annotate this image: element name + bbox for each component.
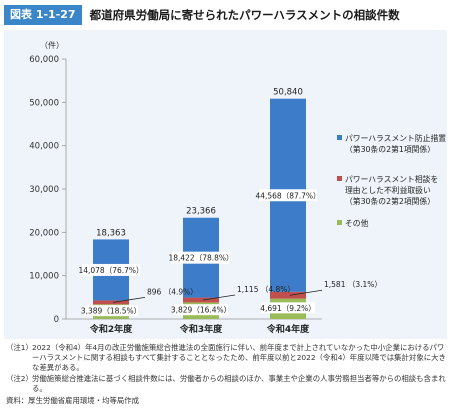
leader-line [112,296,146,303]
y-tick-label: 50,000 [29,98,59,108]
figure-label: 図表 1-1-27 [4,5,82,25]
data-label: 1,581 （3.1%） [324,280,382,289]
legend-label: パワーハラスメント防止措置 [345,133,446,143]
data-label-box [82,263,140,276]
data-label-box [259,189,317,202]
y-tick-label: 0 [54,315,59,325]
data-label-box [172,251,230,264]
data-label: 18,422（78.8%） [168,254,233,263]
data-label: 4,691（9.2%） [260,304,316,313]
leader-line [289,289,323,296]
note-tag: （注1） [6,343,33,352]
legend-label: （第30条の2第1項関係） [345,144,435,154]
source-line: 資料：厚生労働省雇用環境・均等局作成 [6,396,140,406]
legend-label: パワーハラスメント相談を [345,174,438,184]
stacked-bar-chart: （件） 0 10,000 20,000 30,000 40,000 50,000 60,000… [29,40,446,335]
legend-label: （第30条の2第2項関係） [345,196,435,206]
data-label-box [84,305,138,317]
y-tick-label: 60,000 [29,55,59,65]
y-tick-label: 40,000 [29,142,59,152]
y-axis-unit: （件） [40,40,64,50]
data-label: 3,829（16.4%） [171,306,231,315]
y-tick-label: 10,000 [29,272,59,282]
figure-title: 都道府県労働局に寄せられたパワーハラスメントの相談件数 [89,8,400,22]
notes: （注1） 2022（令和4）年4月の改正労働施策総合推進法の全面施行に伴い、前年… [6,343,446,406]
x-category-label: 令和3年度 [179,323,223,335]
data-label-box [261,302,315,314]
bar-total-label: 18,363 [96,228,126,238]
note-text: 2022（令和4）年4月の改正労働施策総合推進法の全面施行に伴い、前年度まで計上… [32,343,446,373]
legend-swatch [337,220,342,225]
note-1: （注1） 2022（令和4）年4月の改正労働施策総合推進法の全面施行に伴い、前年… [6,343,446,374]
bar-total-label: 50,840 [273,88,303,98]
data-label: 896 （4.9%） [147,287,198,296]
bar-segment [270,291,306,299]
bar-segment [183,297,219,303]
data-label: 44,568（87.7%） [255,191,320,200]
data-label: 14,078（76.7%） [78,266,143,275]
legend-label: 理由とした不利益取扱い [345,185,431,195]
figure-header: 図表 1-1-27 都道府県労働局に寄せられたパワーハラスメントの相談件数 [4,4,447,26]
y-tick-label: 30,000 [29,185,59,195]
legend-swatch [337,135,342,140]
x-category-label: 令和2年度 [89,323,133,335]
note-2: （注2） 労働施策総合推進法に基づく相談件数には、労働者からの相談のほか、事業主… [6,374,446,394]
chart-panel: （件） 0 10,000 20,000 30,000 40,000 50,000 60,000… [4,30,447,339]
leader-line [202,294,236,301]
note-tag: （注2） [6,373,33,383]
data-label-box [174,304,228,316]
bar-segment [93,300,129,305]
note-text: 労働施策総合推進法に基づく相談件数には、労働者からの相談のほか、事業主や企業の人… [32,373,446,393]
x-category-label: 令和4年度 [266,323,310,335]
legend-label: その他 [345,218,369,228]
y-tick-label: 20,000 [29,228,59,238]
data-label: 3,389（18.5%） [81,307,141,316]
bar-total-label: 23,366 [186,207,216,217]
legend-swatch [337,176,342,181]
data-label: 1,115 （4.8%） [237,285,295,294]
